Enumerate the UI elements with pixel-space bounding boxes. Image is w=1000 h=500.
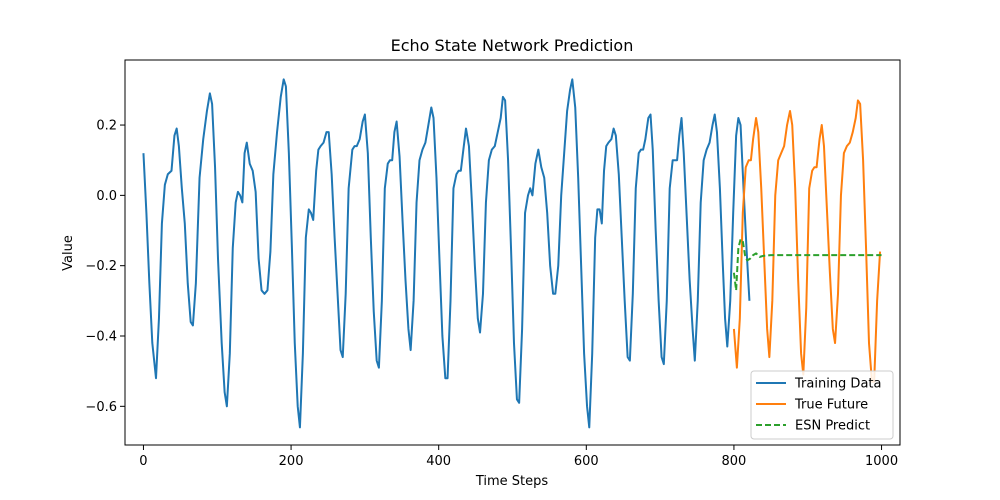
x-tick-label: 1000	[865, 454, 898, 469]
series-line-esn-predict	[732, 238, 882, 292]
legend-label: ESN Predict	[795, 419, 870, 434]
x-tick-label: 400	[426, 454, 451, 469]
y-tick-label: −0.2	[85, 259, 117, 274]
legend: Training Data True Future ESN Predict	[750, 370, 894, 440]
legend-box	[750, 370, 894, 440]
x-tick-label: 0	[139, 454, 147, 469]
y-axis: −0.6 −0.4 −0.2 0.0 0.2	[85, 119, 125, 415]
plot-area-frame	[124, 59, 901, 446]
y-tick-label: −0.4	[85, 330, 117, 345]
y-tick-label: 0.2	[96, 119, 117, 134]
x-tick-label: 200	[279, 454, 304, 469]
x-tick-label: 600	[574, 454, 599, 469]
x-tick-label: 800	[722, 454, 747, 469]
series-line-true-future	[732, 99, 882, 383]
y-tick-label: −0.6	[85, 400, 117, 415]
x-axis: 0 200 400 600 800 1000	[139, 445, 898, 469]
y-axis-label: Value	[61, 235, 76, 271]
legend-label: True Future	[794, 398, 868, 413]
legend-label: Training Data	[794, 377, 881, 392]
series-line-training-data	[142, 78, 751, 429]
x-axis-label: Time Steps	[475, 474, 549, 489]
series-layer	[142, 78, 882, 429]
y-tick-label: 0.0	[96, 189, 117, 204]
chart-title: Echo State Network Prediction	[391, 36, 634, 55]
